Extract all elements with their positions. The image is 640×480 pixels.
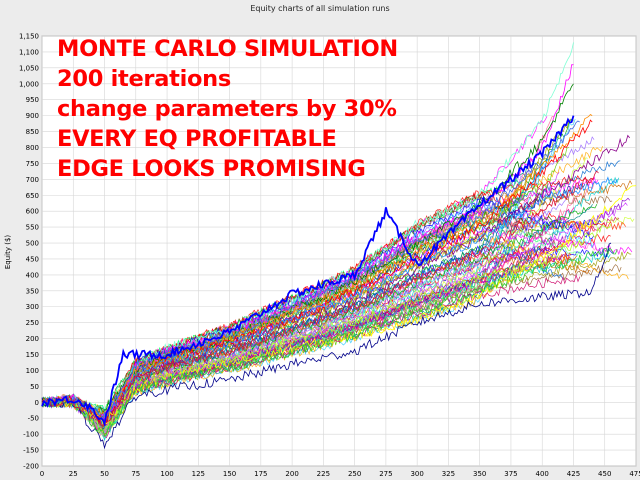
y-tick-label: 450 xyxy=(26,255,39,263)
chart-title: Equity charts of all simulation runs xyxy=(250,4,390,13)
y-tick-label: 950 xyxy=(26,96,39,104)
simulation-run-line xyxy=(41,242,612,450)
y-tick-label: 400 xyxy=(26,271,39,279)
y-tick-label: -150 xyxy=(23,447,39,455)
y-tick-label: 700 xyxy=(26,176,39,184)
x-tick-label: 375 xyxy=(504,470,517,478)
simulation-run-line xyxy=(41,170,599,427)
x-tick-label: 100 xyxy=(160,470,173,478)
y-tick-label: -100 xyxy=(23,431,39,439)
x-tick-label: 225 xyxy=(317,470,330,478)
x-tick-label: 75 xyxy=(131,470,140,478)
y-tick-label: 1,000 xyxy=(19,80,39,88)
overlay-line-5: EDGE LOOKS PROMISING xyxy=(57,156,366,182)
x-tick-label: 300 xyxy=(410,470,423,478)
x-tick-label: 325 xyxy=(442,470,455,478)
simulation-run-line xyxy=(41,176,618,421)
overlay-line-3: change parameters by 30% xyxy=(57,96,397,122)
y-tick-label: 550 xyxy=(26,224,39,232)
y-tick-label: 150 xyxy=(26,351,39,359)
simulation-run-line xyxy=(41,175,594,420)
overlay-line-1: MONTE CARLO SIMULATION xyxy=(57,36,398,62)
y-axis-label: Equity ($) xyxy=(4,235,12,270)
y-tick-label: 800 xyxy=(26,144,39,152)
x-tick-label: 350 xyxy=(473,470,486,478)
y-tick-label: 1,050 xyxy=(19,64,39,72)
simulation-run-line xyxy=(41,247,618,437)
y-tick-label: 900 xyxy=(26,112,39,120)
annotation-overlay: MONTE CARLO SIMULATION 200 iterations ch… xyxy=(57,34,398,184)
tick-layer: -200-150-100-500501001502002503003504004… xyxy=(19,33,640,479)
y-tick-label: 1,150 xyxy=(19,33,39,41)
x-tick-label: 250 xyxy=(348,470,361,478)
y-tick-label: 200 xyxy=(26,335,39,343)
x-tick-label: 450 xyxy=(598,470,611,478)
simulation-run-line xyxy=(41,273,581,423)
simulation-run-line xyxy=(41,157,588,430)
y-tick-label: 100 xyxy=(26,367,39,375)
simulation-run-line xyxy=(41,120,580,422)
x-tick-label: 425 xyxy=(567,470,580,478)
x-tick-label: 125 xyxy=(192,470,205,478)
x-tick-label: 0 xyxy=(40,470,44,478)
x-tick-label: 200 xyxy=(285,470,298,478)
overlay-line-2: 200 iterations xyxy=(57,66,231,92)
y-tick-label: 750 xyxy=(26,160,39,168)
y-tick-label: 650 xyxy=(26,192,39,200)
simulation-run-line xyxy=(41,202,628,426)
y-tick-label: 350 xyxy=(26,287,39,295)
y-tick-label: 600 xyxy=(26,208,39,216)
y-tick-label: 500 xyxy=(26,240,39,248)
x-tick-label: 25 xyxy=(69,470,78,478)
y-tick-label: 300 xyxy=(26,303,39,311)
y-tick-label: 0 xyxy=(35,399,39,407)
overlay-line-4: EVERY EQ PROFITABLE xyxy=(57,126,337,152)
highlighted-run-line xyxy=(41,115,575,427)
simulation-run-line xyxy=(41,223,612,434)
y-tick-label: 850 xyxy=(26,128,39,136)
simulation-run-line xyxy=(41,178,522,414)
x-tick-label: 50 xyxy=(100,470,109,478)
y-tick-label: 1,100 xyxy=(19,48,39,56)
x-tick-label: 175 xyxy=(254,470,267,478)
y-tick-label: 250 xyxy=(26,319,39,327)
y-tick-label: 50 xyxy=(30,383,39,391)
x-tick-label: 475 xyxy=(629,470,640,478)
series-layer xyxy=(41,42,637,450)
x-tick-label: 150 xyxy=(223,470,236,478)
x-tick-label: 275 xyxy=(379,470,392,478)
y-tick-label: -200 xyxy=(23,463,39,471)
x-tick-label: 400 xyxy=(536,470,549,478)
y-tick-label: -50 xyxy=(28,415,39,423)
